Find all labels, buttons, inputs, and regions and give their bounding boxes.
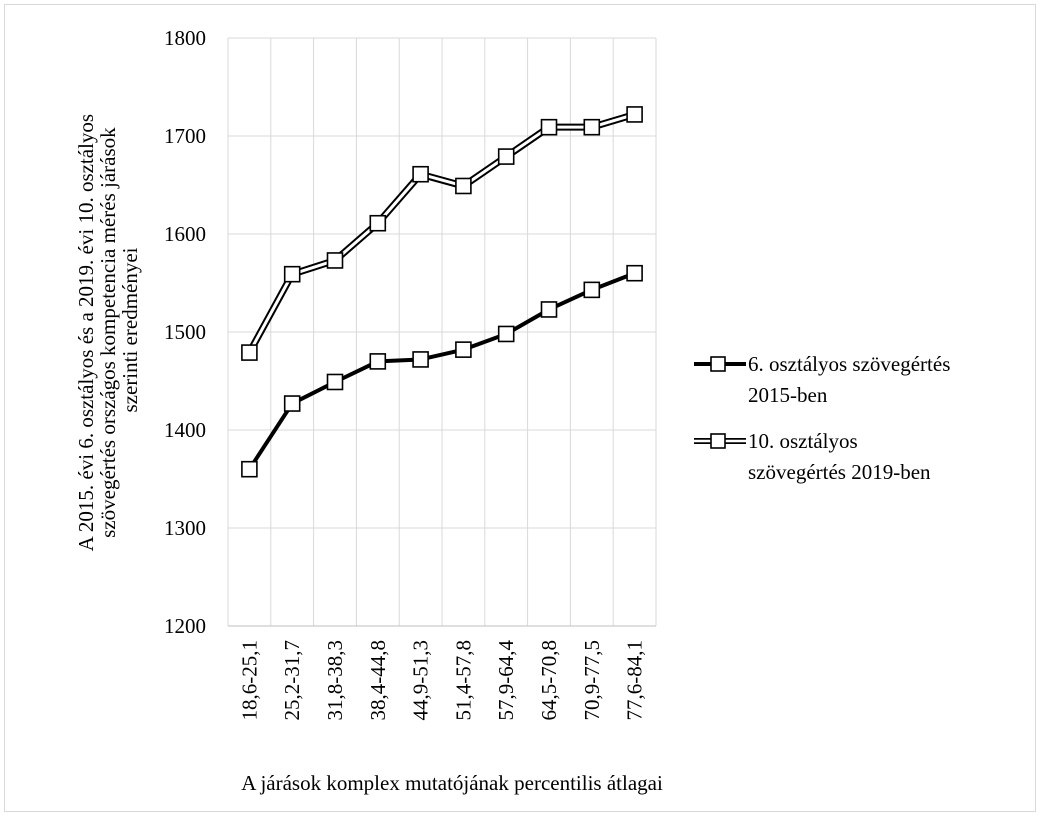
data-point-2015 bbox=[241, 460, 258, 478]
legend-label-2015-line-2: 2015-ben bbox=[748, 383, 828, 407]
y-tick-label: 1800 bbox=[164, 26, 206, 50]
x-tick-label: 51,4-57,8 bbox=[451, 640, 475, 721]
y-axis-title-line-2: szövegértés országos kompetencia mérés j… bbox=[96, 127, 120, 538]
data-point-2015 bbox=[497, 325, 515, 343]
data-point-2015 bbox=[626, 264, 643, 282]
chart-frame bbox=[4, 4, 1036, 812]
x-tick-label: 57,9-64,4 bbox=[494, 640, 518, 721]
data-point-2015 bbox=[455, 341, 472, 358]
legend-label-2019-line-1: 10. osztályos bbox=[748, 429, 858, 453]
x-tick-label: 38,4-44,8 bbox=[366, 640, 390, 721]
y-tick-label: 1300 bbox=[164, 516, 206, 540]
data-point-2019 bbox=[369, 214, 387, 232]
legend-item-2019: 10. osztályos szövegértés 2019-ben bbox=[694, 429, 931, 484]
series-line-2019-inner bbox=[248, 113, 636, 354]
legend-label-2015-line-1: 6. osztályos szövegértés bbox=[748, 352, 950, 376]
data-point-2015 bbox=[326, 373, 344, 391]
y-tick-label: 1200 bbox=[164, 614, 206, 638]
data-point-2019 bbox=[497, 148, 515, 165]
legend-marker-2019 bbox=[710, 433, 726, 449]
x-tick-label: 31,8-38,3 bbox=[323, 640, 347, 721]
x-tick-label: 64,5-70,8 bbox=[537, 640, 561, 721]
series-line-2015 bbox=[247, 271, 636, 471]
data-point-2015 bbox=[412, 351, 429, 368]
legend-label-2019-line-2: szövegértés 2019-ben bbox=[748, 460, 931, 484]
x-axis-ticks: 18,6-25,1 25,2-31,7 31,8-38,3 38,4-44,8 44,9… bbox=[237, 640, 646, 721]
data-point-2019 bbox=[412, 165, 429, 183]
data-point-2015 bbox=[583, 281, 601, 299]
y-tick-label: 1400 bbox=[164, 418, 206, 442]
data-point-2019 bbox=[283, 265, 301, 283]
data-point-2015 bbox=[283, 395, 301, 412]
data-point-2019 bbox=[583, 118, 601, 136]
series-lines bbox=[241, 106, 643, 478]
grid-lines bbox=[227, 37, 657, 627]
data-point-2019 bbox=[326, 252, 344, 269]
x-axis-title: A járások komplex mutatójának percentili… bbox=[241, 771, 663, 795]
y-axis-title-line-3: szerinti eredményei bbox=[118, 247, 142, 412]
y-axis-ticks: 1200 1300 1400 1500 1600 1700 1800 bbox=[164, 26, 206, 638]
data-point-2015 bbox=[540, 301, 558, 318]
data-point-2019 bbox=[540, 118, 558, 136]
y-tick-label: 1600 bbox=[164, 222, 206, 246]
legend-marker-2015 bbox=[710, 356, 726, 372]
x-tick-label: 77,6-84,1 bbox=[623, 640, 647, 721]
y-tick-label: 1500 bbox=[164, 320, 206, 344]
y-axis-title: A 2015. évi 6. osztályos és a 2019. évi … bbox=[74, 109, 142, 552]
data-point-2019 bbox=[241, 344, 258, 361]
x-tick-label: 70,9-77,5 bbox=[580, 640, 604, 721]
x-tick-label: 18,6-25,1 bbox=[237, 640, 261, 721]
x-tick-label: 25,2-31,7 bbox=[280, 640, 304, 721]
y-axis-title-line-1: A 2015. évi 6. osztályos és a 2019. évi … bbox=[74, 114, 98, 551]
legend: 6. osztályos szövegértés 2015-ben 10. os… bbox=[694, 352, 950, 484]
legend-item-2015: 6. osztályos szövegértés 2015-ben bbox=[694, 352, 950, 407]
y-tick-label: 1700 bbox=[164, 124, 206, 148]
data-point-2015 bbox=[369, 353, 387, 370]
data-point-2019 bbox=[455, 177, 472, 195]
x-tick-label: 44,9-51,3 bbox=[409, 640, 433, 721]
data-point-2019 bbox=[626, 106, 643, 123]
